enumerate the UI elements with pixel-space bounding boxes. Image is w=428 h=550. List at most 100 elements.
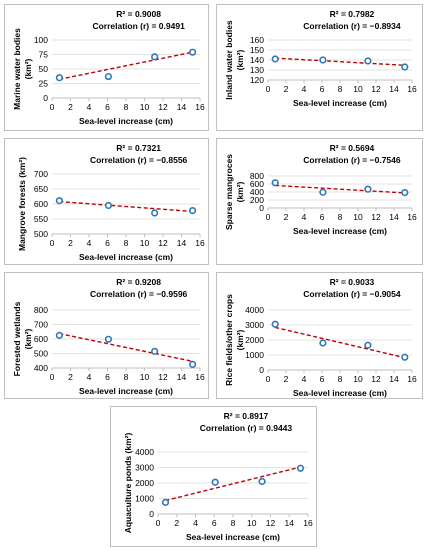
data-point bbox=[211, 478, 219, 486]
data-point bbox=[319, 339, 327, 347]
x-tick-label: 8 bbox=[338, 374, 343, 384]
data-point bbox=[271, 55, 279, 63]
chart-panel-5: R² = 0.9208 Correlation (r) = −0.9596 400 5… bbox=[4, 272, 209, 399]
y-tick-label: 75 bbox=[39, 50, 49, 60]
y-axis-title: Forested wetlands bbox=[12, 301, 22, 376]
trendline bbox=[275, 57, 405, 66]
y-axis-title: (km²) bbox=[235, 49, 245, 70]
x-tick-label: 8 bbox=[231, 518, 236, 528]
panel-frame bbox=[4, 272, 209, 399]
x-tick-label: 2 bbox=[284, 84, 289, 94]
r-squared-label: R² = 0.9008 bbox=[116, 9, 161, 19]
x-tick-label: 2 bbox=[68, 238, 73, 248]
x-tick-label: 0 bbox=[50, 102, 55, 112]
x-tick-label: 16 bbox=[195, 372, 205, 382]
y-tick-label: 1000 bbox=[245, 350, 264, 360]
x-tick-label: 14 bbox=[177, 238, 187, 248]
x-tick-label: 0 bbox=[156, 518, 161, 528]
data-point bbox=[189, 207, 197, 215]
y-tick-label: 600 bbox=[34, 199, 48, 209]
panel-frame bbox=[216, 4, 423, 131]
y-tick-label: 700 bbox=[34, 169, 48, 179]
y-tick-label: 800 bbox=[34, 305, 48, 315]
x-tick-label: 6 bbox=[320, 374, 325, 384]
y-tick-label: 0 bbox=[43, 93, 48, 103]
data-point bbox=[151, 53, 159, 61]
trendline bbox=[165, 466, 301, 502]
correlation-label: Correlation (r) = −0.8934 bbox=[303, 21, 401, 31]
data-point bbox=[401, 63, 409, 71]
y-tick-label: 4000 bbox=[135, 447, 154, 457]
x-tick-label: 12 bbox=[371, 374, 381, 384]
y-tick-label: 600 bbox=[34, 334, 48, 344]
x-tick-label: 0 bbox=[266, 84, 271, 94]
data-point bbox=[319, 188, 327, 196]
x-tick-label: 6 bbox=[212, 518, 217, 528]
x-axis-title: Sea-level increase (cm) bbox=[293, 226, 387, 236]
x-tick-label: 12 bbox=[371, 212, 381, 222]
data-point bbox=[151, 347, 159, 355]
y-tick-label: 3000 bbox=[245, 320, 264, 330]
x-tick-label: 16 bbox=[195, 238, 205, 248]
data-point bbox=[364, 185, 372, 193]
x-tick-label: 2 bbox=[284, 374, 289, 384]
x-tick-label: 10 bbox=[353, 84, 363, 94]
r-squared-label: R² = 0.8917 bbox=[224, 411, 269, 421]
chart-panel-4: R² = 0.5694 Correlation (r) = −0.7546 0200… bbox=[216, 138, 423, 265]
r-squared-label: R² = 0.7321 bbox=[116, 143, 161, 153]
y-tick-label: 50 bbox=[39, 64, 49, 74]
x-tick-label: 4 bbox=[302, 84, 307, 94]
y-axis-title: Inland water bodies bbox=[224, 20, 234, 100]
x-tick-label: 14 bbox=[389, 212, 399, 222]
x-tick-label: 8 bbox=[124, 372, 129, 382]
data-point bbox=[189, 360, 197, 368]
y-tick-label: 200 bbox=[250, 195, 264, 205]
x-tick-label: 8 bbox=[338, 84, 343, 94]
x-tick-label: 8 bbox=[338, 212, 343, 222]
y-tick-label: 500 bbox=[34, 229, 48, 239]
trendline bbox=[275, 184, 405, 194]
x-axis-title: Sea-level increase (cm) bbox=[293, 388, 387, 398]
panel-frame bbox=[216, 272, 423, 399]
trendline bbox=[275, 326, 405, 359]
x-tick-label: 10 bbox=[140, 238, 150, 248]
data-point bbox=[319, 56, 327, 64]
y-tick-label: 120 bbox=[250, 75, 264, 85]
x-tick-label: 16 bbox=[195, 102, 205, 112]
data-point bbox=[55, 197, 64, 205]
chart-panel-1: R² = 0.9008 Correlation (r) = 0.9491 0 25 50… bbox=[4, 4, 209, 131]
x-tick-label: 12 bbox=[158, 238, 168, 248]
y-tick-label: 150 bbox=[250, 45, 264, 55]
x-tick-label: 6 bbox=[105, 372, 110, 382]
y-tick-label: 0 bbox=[149, 509, 154, 519]
x-tick-label: 8 bbox=[124, 238, 129, 248]
data-point bbox=[364, 57, 372, 65]
y-tick-label: 140 bbox=[250, 55, 264, 65]
x-tick-label: 14 bbox=[285, 518, 295, 528]
data-point bbox=[151, 209, 159, 217]
data-point bbox=[104, 201, 113, 210]
x-tick-label: 12 bbox=[158, 102, 168, 112]
data-point bbox=[258, 477, 266, 486]
x-tick-label: 0 bbox=[50, 372, 55, 382]
x-tick-label: 6 bbox=[105, 102, 110, 112]
x-tick-label: 16 bbox=[407, 374, 417, 384]
data-point bbox=[161, 498, 170, 506]
trendline bbox=[59, 332, 193, 363]
x-tick-label: 10 bbox=[140, 372, 150, 382]
x-tick-label: 16 bbox=[407, 84, 417, 94]
r-squared-label: R² = 0.7982 bbox=[330, 9, 375, 19]
correlation-label: Correlation (r) = −0.9596 bbox=[90, 289, 188, 299]
data-point bbox=[364, 341, 372, 349]
x-tick-label: 16 bbox=[407, 212, 417, 222]
y-tick-label: 600 bbox=[250, 179, 264, 189]
y-tick-label: 0 bbox=[259, 365, 264, 375]
x-tick-label: 8 bbox=[124, 102, 129, 112]
x-tick-label: 2 bbox=[284, 212, 289, 222]
x-tick-label: 12 bbox=[371, 84, 381, 94]
y-axis-title: Rice fields/other crops bbox=[224, 294, 234, 386]
panel-frame bbox=[4, 4, 209, 131]
x-axis-title: Sea-level increase (cm) bbox=[79, 116, 173, 126]
